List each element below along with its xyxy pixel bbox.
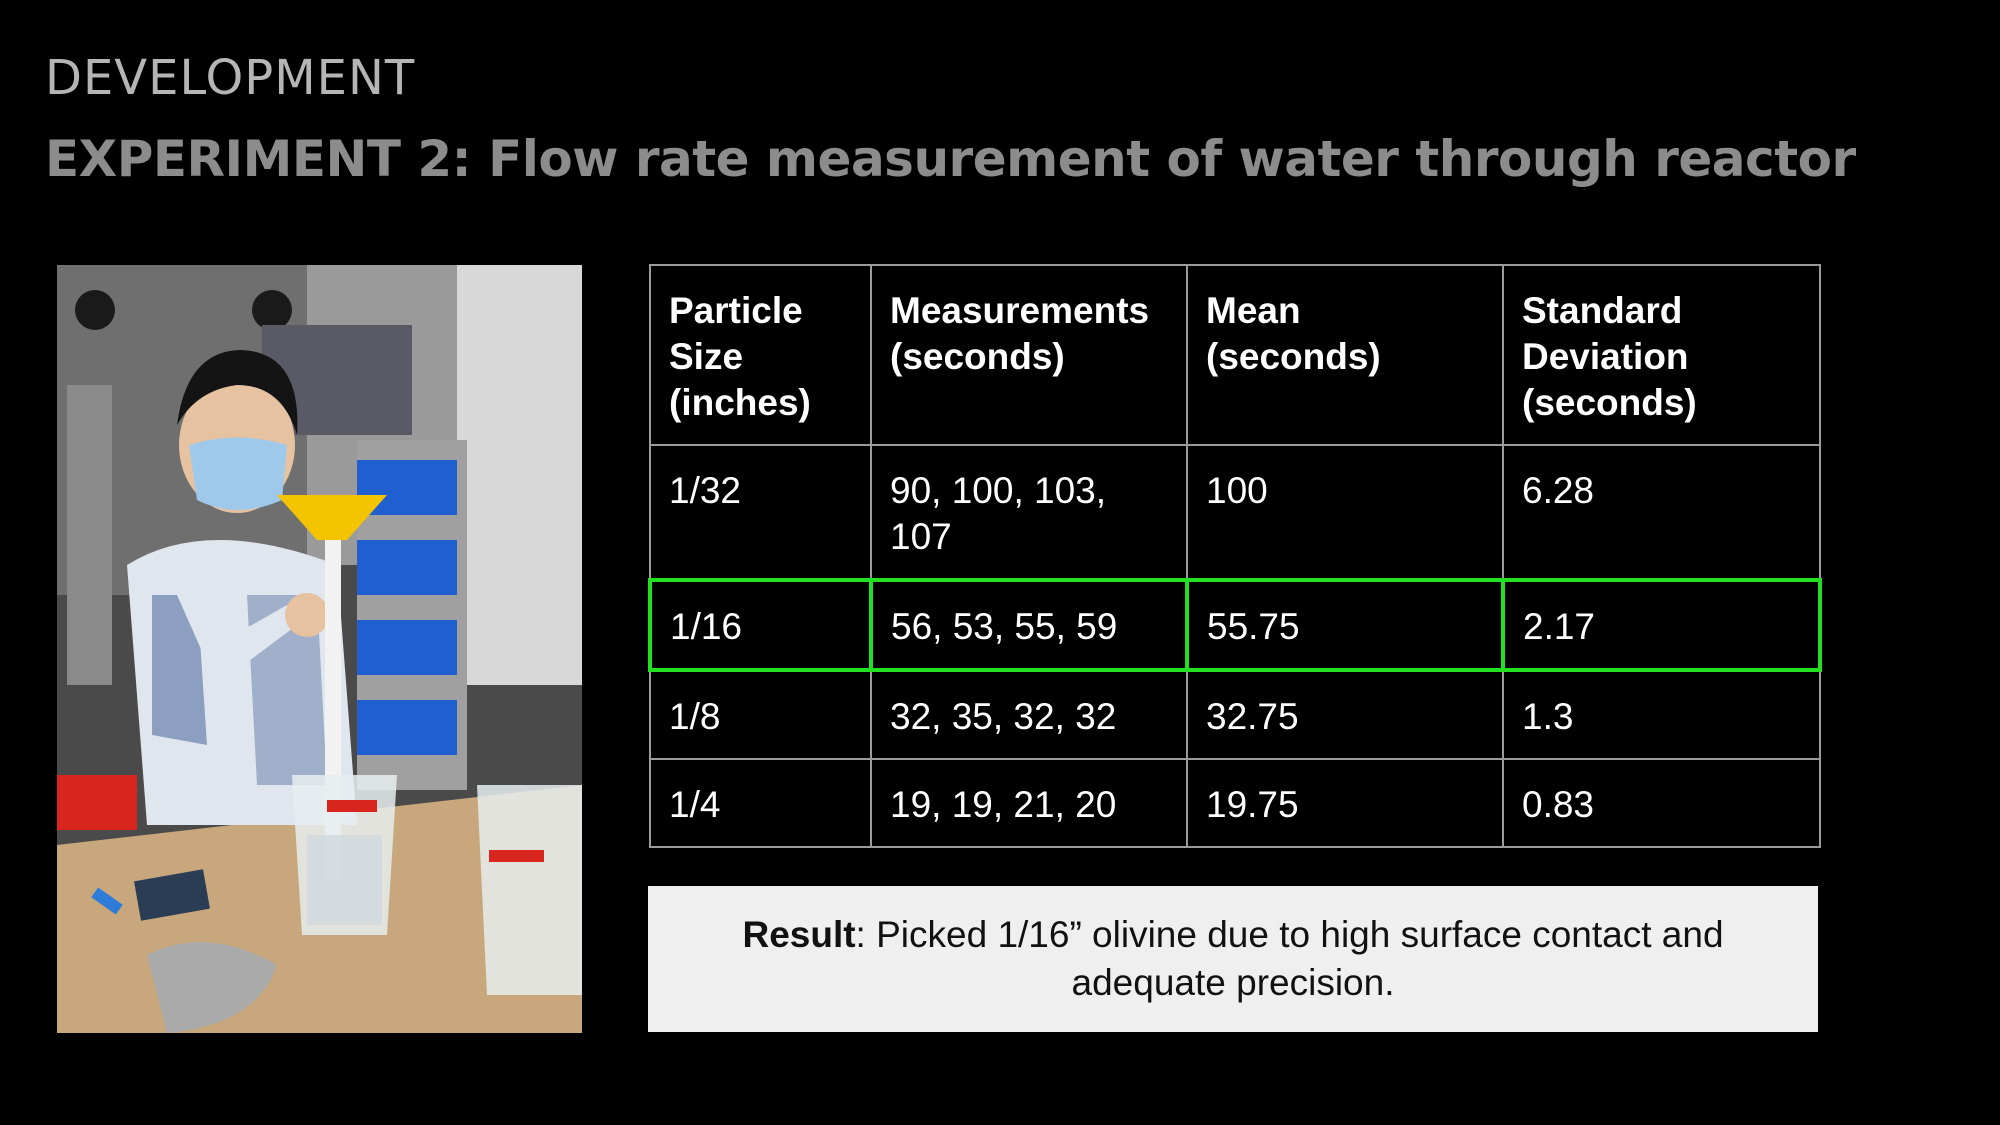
section-label: DEVELOPMENT [45,50,416,106]
cell-mean: 100 [1186,444,1504,581]
result-body: : Picked 1/16” olivine due to high surfa… [855,914,1724,1003]
header-mean: Mean (seconds) [1186,264,1504,446]
cell-particle-size: 1/16 [648,578,873,672]
cell-mean: 32.75 [1186,669,1504,760]
table-header-row: Particle Size (inches) Measurements (sec… [649,264,1821,446]
header-measurements: Measurements (seconds) [870,264,1188,446]
result-text: Result: Picked 1/16” olivine due to high… [708,911,1758,1007]
cell-mean: 19.75 [1186,758,1504,848]
cell-particle-size: 1/8 [649,669,872,760]
cell-particle-size: 1/32 [649,444,872,581]
slide-title: EXPERIMENT 2: Flow rate measurement of w… [45,130,1856,188]
flow-rate-table: Particle Size (inches) Measurements (sec… [648,264,1822,848]
result-label: Result [742,914,856,955]
cell-standard-deviation: 6.28 [1502,444,1821,581]
header-particle-size: Particle Size (inches) [649,264,872,446]
cell-measurements: 19, 19, 21, 20 [870,758,1188,848]
cell-particle-size: 1/4 [649,758,872,848]
cell-standard-deviation: 2.17 [1501,578,1822,672]
cell-standard-deviation: 1.3 [1502,669,1821,760]
cell-mean: 55.75 [1185,578,1505,672]
table-row: 1/32 90, 100, 103, 107 100 6.28 [649,444,1821,581]
table-row: 1/8 32, 35, 32, 32 32.75 1.3 [649,669,1821,760]
cell-measurements: 56, 53, 55, 59 [869,578,1189,672]
cell-measurements: 90, 100, 103, 107 [870,444,1188,581]
table-row-highlighted: 1/16 56, 53, 55, 59 55.75 2.17 [648,578,1822,672]
header-standard-deviation: Standard Deviation (seconds) [1502,264,1821,446]
cell-measurements: 32, 35, 32, 32 [870,669,1188,760]
cell-standard-deviation: 0.83 [1502,758,1821,848]
experiment-photo [57,265,582,1033]
table-row: 1/4 19, 19, 21, 20 19.75 0.83 [649,758,1821,848]
result-box: Result: Picked 1/16” olivine due to high… [648,886,1818,1032]
